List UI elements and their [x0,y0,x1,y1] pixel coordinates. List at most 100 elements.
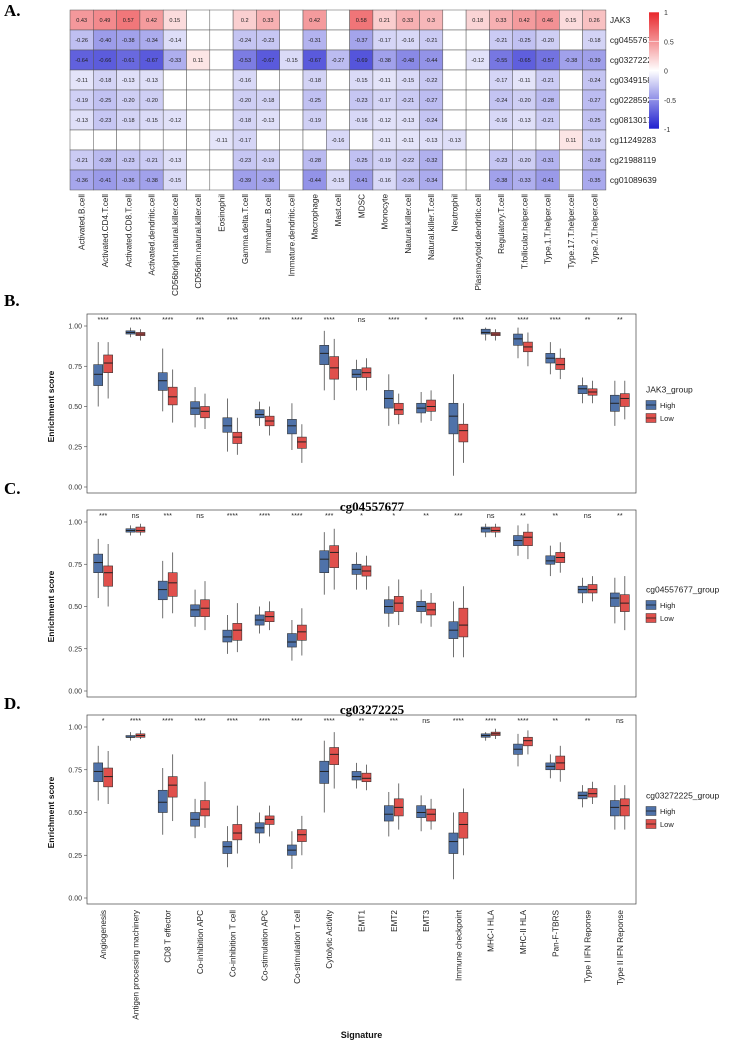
heatmap-cell [186,29,211,51]
significance-label: **** [485,315,496,324]
heatmap-cell-value: -0.27 [588,98,601,104]
heatmap-cell-value: -0.16 [332,138,345,144]
heatmap-cell-value: -0.35 [588,178,601,184]
heatmap-cell [442,29,467,51]
y-tick-label: 0.75 [68,767,82,774]
heatmap-cell [279,69,304,91]
significance-label: **** [550,315,561,324]
box-low [458,607,469,638]
heatmap-cell-value: 0.42 [146,18,157,24]
box-low [587,788,598,798]
significance-label: *** [196,315,205,324]
legend-entry: Low [660,414,674,423]
heatmap-cell-value: -0.66 [99,58,112,64]
panel-c-label: C. [4,479,21,498]
heatmap-cell [465,149,490,171]
heatmap-cell [465,89,490,111]
heatmap-cell [442,109,467,131]
heatmap-cell-value: -0.25 [518,38,531,44]
heatmap-cell-value: -0.67 [308,58,321,64]
box-high [319,345,330,365]
significance-label: **** [517,716,528,725]
x-category-label: EMT2 [390,910,399,932]
heatmap-cell-value: -0.11 [378,78,390,84]
x-category-label: EMT1 [358,910,367,932]
x-category-label: Co-inhibition APC [196,910,205,974]
heatmap-cell-value: -0.31 [308,38,321,44]
heatmap-cell-value: -0.55 [495,58,508,64]
heatmap-cell-value: -0.17 [495,78,508,84]
heatmap-column-label: Immature.dendritic.cell [287,194,296,277]
significance-label: **** [162,315,173,324]
heatmap-cell [209,29,234,51]
significance-label: **** [291,315,302,324]
box-high [93,364,103,386]
significance-label: **** [388,315,399,324]
heatmap-cell-value: -0.23 [99,118,112,124]
significance-label: **** [130,315,141,324]
heatmap-cell [186,169,211,191]
legend-title: cg03272225_group [646,791,720,801]
heatmap-column-label: Natural.killer.cell [404,194,413,254]
heatmap-column-label: MDSC [357,194,366,218]
box-high [319,760,330,784]
box-high [222,417,233,433]
heatmap-cell-value: -0.20 [518,158,531,164]
heatmap-cell-value: -0.18 [238,118,251,124]
y-tick-label: 0.50 [68,604,82,611]
heatmap-column-label: T.follicular.helper.cell [520,194,529,269]
heatmap-cell [186,89,211,111]
heatmap-cell-value: 0.43 [76,18,87,24]
heatmap-column-label: Mast.cell [334,194,343,226]
heatmap-colorbar: 1 0.5 0 -0.5 -1 [649,10,676,134]
heatmap-cell-value: -0.12 [471,58,484,64]
legend-entry: Low [660,614,674,623]
heatmap-cell-value: -0.26 [75,38,88,44]
x-category-label: MHC-II HLA [519,909,528,954]
significance-label: ns [584,511,592,520]
heatmap-cell-value: -0.38 [565,58,578,64]
heatmap-cell [465,169,490,191]
box-low [232,824,243,841]
heatmap-cell [186,149,211,171]
box-low [458,423,469,443]
heatmap-cell-value: -0.41 [99,178,112,184]
heatmap-cell [326,29,350,51]
box-high [351,369,362,378]
significance-label: ** [585,315,591,324]
heatmap-cell [279,129,304,151]
heatmap-column-label: Natural.killer.T.cell [427,194,436,260]
box-high [416,805,426,818]
significance-label: ** [552,716,558,725]
heatmap-cell [256,129,280,151]
heatmap-cell-value: 0.15 [169,18,180,24]
heatmap-column-label: Type.2.T.helper.cell [590,194,599,264]
box-high [383,390,394,409]
x-category-label: Angiogenesis [99,910,108,959]
heatmap-cell-value: 0.15 [566,18,577,24]
heatmap-cell [326,69,350,91]
significance-label: *** [454,511,463,520]
heatmap-cell-value: -0.17 [238,138,251,144]
heatmap-cell-value: -0.33 [168,58,181,64]
heatmap-cell-value: -0.15 [145,118,158,124]
x-category-label: Type I IFN Reponse [584,910,593,983]
panel-d-label: D. [4,694,21,713]
significance-label: **** [227,511,238,520]
significance-label: ns [132,511,140,520]
box-high [222,841,233,854]
y-tick-label: 0.50 [68,404,82,411]
heatmap-cell-value: -0.38 [495,178,508,184]
heatmap-cell [559,109,583,131]
heatmap-cell-value: -0.21 [541,78,554,84]
heatmap-cell [442,49,467,71]
heatmap-cell-value: -0.61 [122,58,135,64]
heatmap-cell-value: -0.18 [122,118,135,124]
heatmap-column-label: Macrophage [311,194,320,240]
heatmap-cell [465,69,490,91]
panel-b-label: B. [4,291,20,310]
heatmap-cell-value: -0.21 [541,118,554,124]
heatmap-cell-value: -0.19 [378,158,391,164]
significance-label: *** [164,511,173,520]
heatmap-cell-value: -0.23 [355,98,368,104]
